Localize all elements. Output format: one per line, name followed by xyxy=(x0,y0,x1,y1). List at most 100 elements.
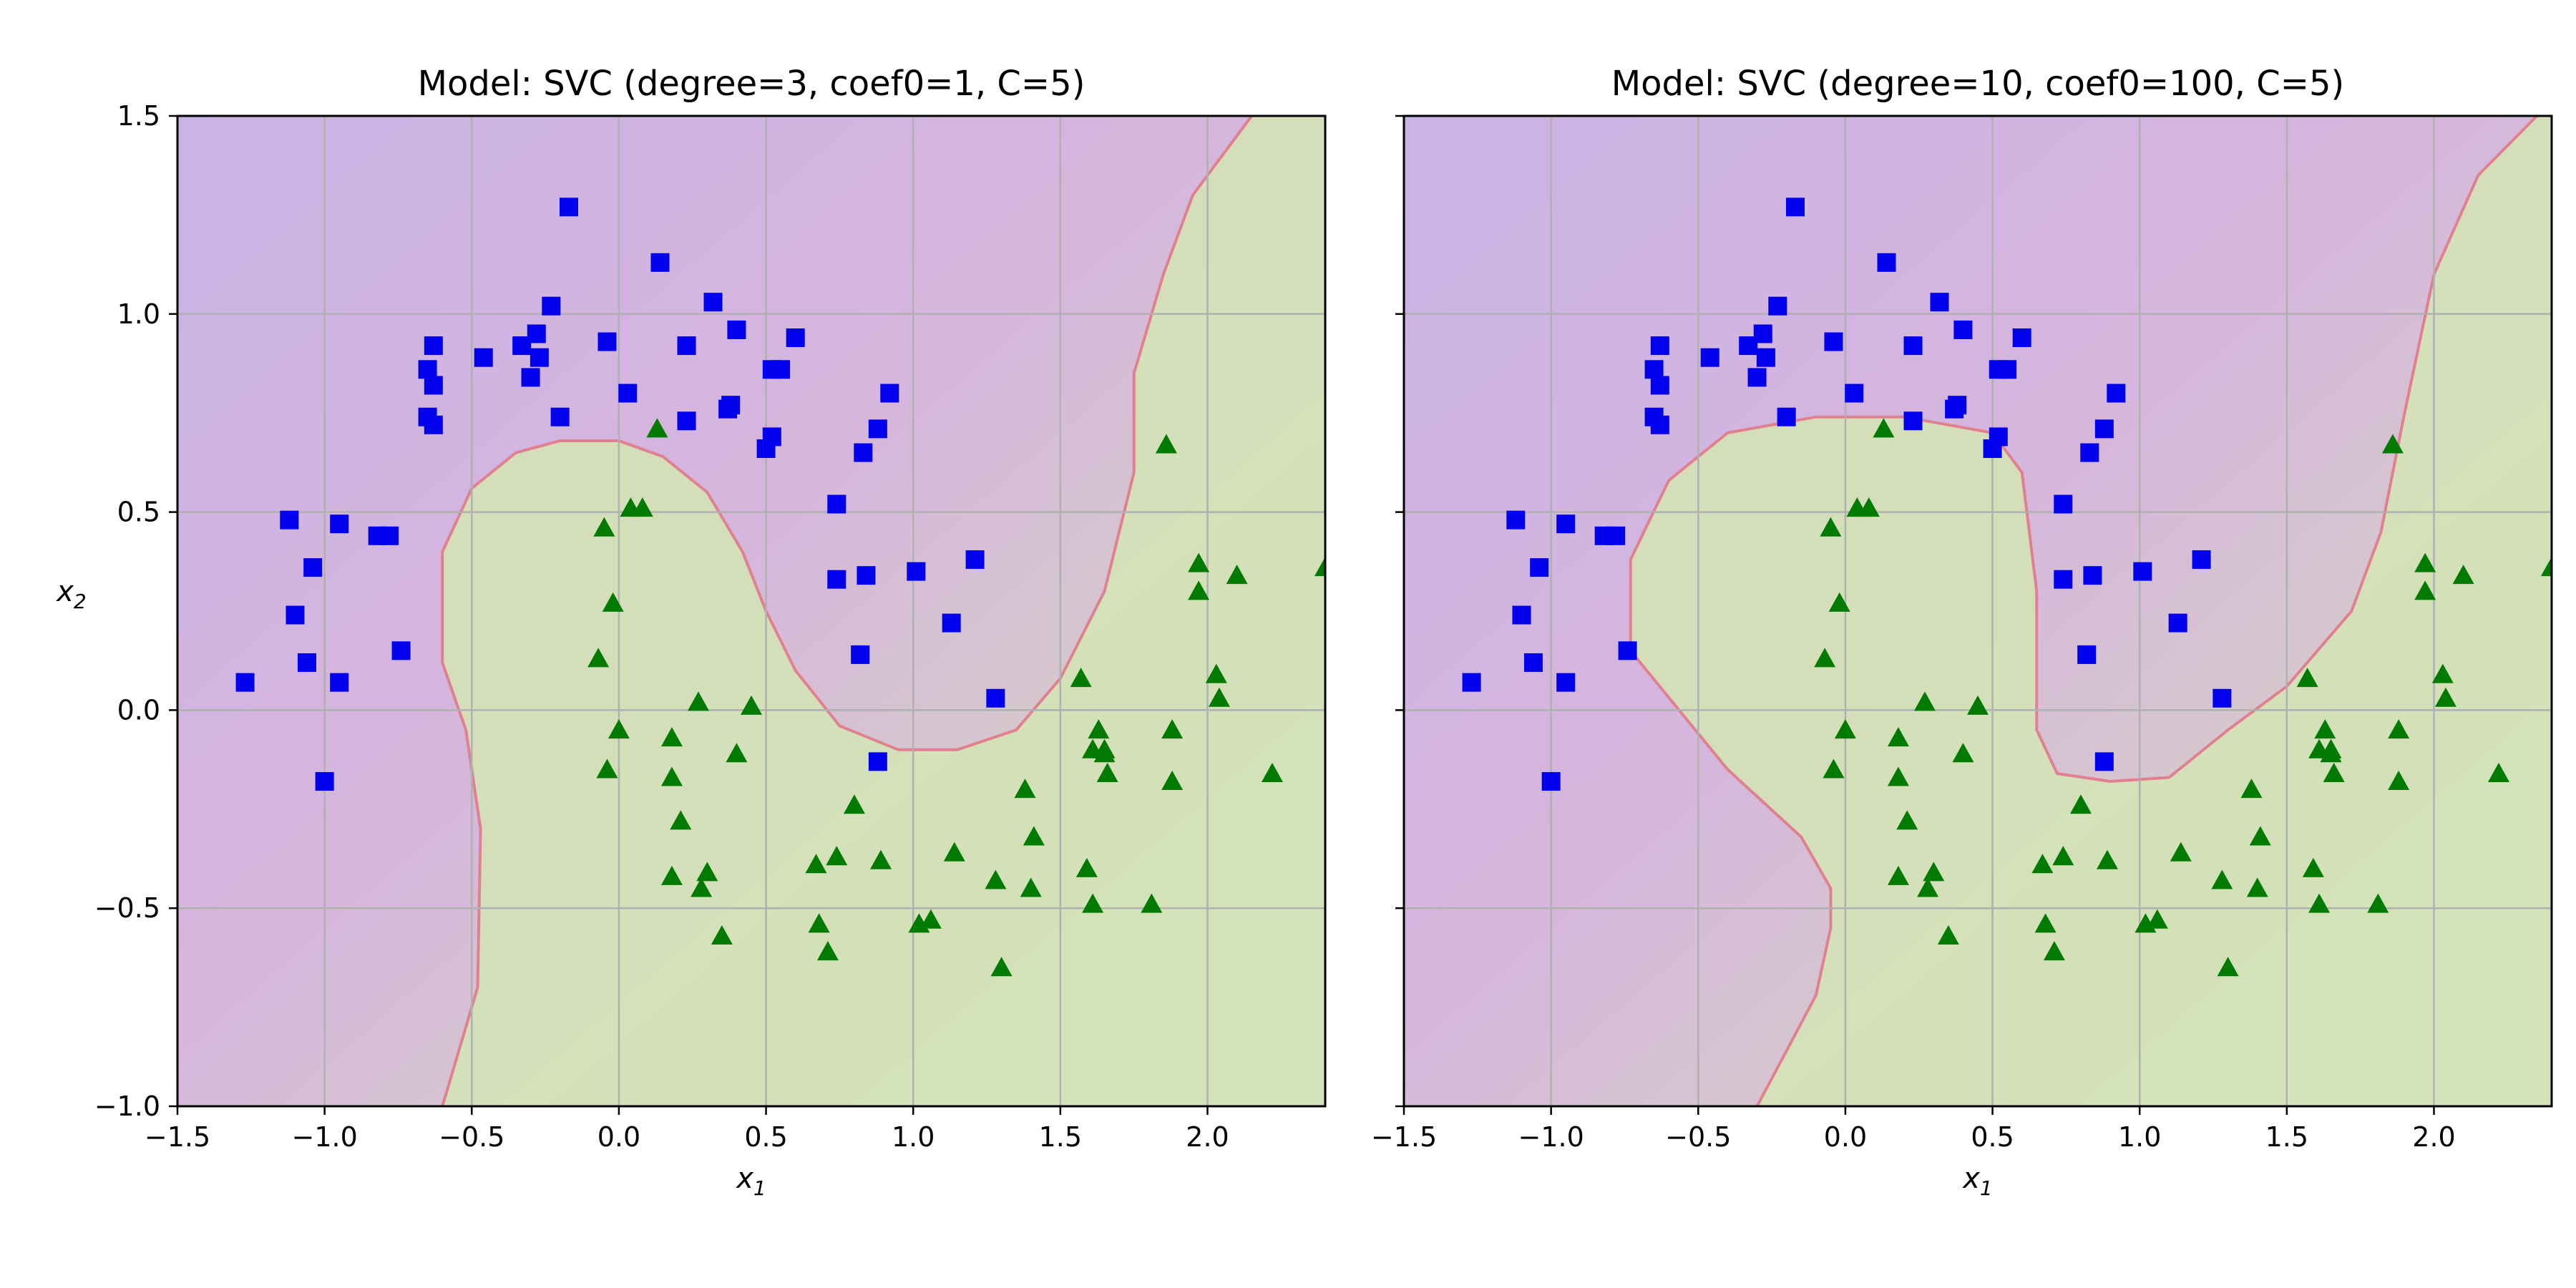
triangle-point xyxy=(816,941,839,961)
triangle-point xyxy=(1823,758,1845,779)
triangle-point xyxy=(1887,865,1909,885)
triangle-point xyxy=(2388,771,2410,791)
square-point xyxy=(965,550,985,570)
triangle-point xyxy=(1967,695,1989,715)
triangle-point xyxy=(1014,779,1036,799)
square-point xyxy=(2107,384,2126,403)
decision-boundary xyxy=(1629,116,2538,1106)
triangle-point xyxy=(2246,877,2268,897)
square-point xyxy=(2054,570,2073,589)
triangle-point xyxy=(919,909,942,929)
square-point xyxy=(618,384,638,403)
square-point xyxy=(854,443,873,462)
square-point xyxy=(827,570,847,589)
triangle-point xyxy=(2434,687,2457,707)
class1-region xyxy=(1630,116,2552,1106)
x-axis: −1.5 −1.0 −0.5 0.0 0.5 1.0 1.5 2.0 xyxy=(1371,1106,2456,1153)
square-point xyxy=(1824,332,1843,351)
square-point xyxy=(677,411,696,431)
square-point xyxy=(2080,443,2099,462)
triangle-point xyxy=(670,810,692,830)
triangle-point xyxy=(1923,862,1945,882)
triangle-point xyxy=(2296,668,2318,688)
square-point xyxy=(1462,673,1481,692)
triangle-point xyxy=(1020,877,1042,897)
x-tick-label: 0.0 xyxy=(597,1121,640,1153)
square-point xyxy=(1650,336,1669,356)
square-point xyxy=(303,558,323,577)
triangle-point xyxy=(1070,668,1092,688)
subplot-right: Model: SVC (degree=10, coef0=100, C=5) −… xyxy=(1371,64,2553,1200)
triangle-point xyxy=(843,794,865,814)
data-points xyxy=(235,197,1325,977)
square-point xyxy=(2094,419,2114,439)
triangle-point xyxy=(2170,841,2192,862)
triangle-point xyxy=(2314,719,2336,739)
triangle-point xyxy=(1141,893,1163,913)
y-tick-label: −0.5 xyxy=(94,892,160,924)
triangle-point xyxy=(608,719,630,739)
triangle-point xyxy=(646,418,668,438)
square-point xyxy=(1556,673,1576,692)
square-point xyxy=(1541,772,1561,791)
square-point xyxy=(1903,336,1923,356)
x-tick-label: 1.0 xyxy=(892,1121,935,1153)
triangle-point xyxy=(2249,826,2271,846)
triangle-point xyxy=(869,849,892,869)
y-axis-label: x2 xyxy=(55,575,87,613)
square-point xyxy=(297,653,316,672)
triangle-point xyxy=(1155,434,1177,454)
triangle-point xyxy=(1913,691,1936,711)
square-point xyxy=(1756,348,1775,367)
square-point xyxy=(1650,376,1669,395)
y-tick-label: 0.0 xyxy=(117,694,160,726)
square-point xyxy=(677,336,696,356)
grid xyxy=(1404,116,2552,1106)
triangle-point xyxy=(2452,565,2474,585)
square-point xyxy=(868,752,887,771)
y-tick-label: 1.5 xyxy=(117,100,160,132)
triangle-point xyxy=(2367,893,2389,913)
square-point xyxy=(2012,328,2031,348)
triangle-point xyxy=(587,648,610,668)
square-point xyxy=(1845,384,1864,403)
triangle-point xyxy=(1226,565,1248,585)
x-tick-label: 0.0 xyxy=(1824,1121,1867,1153)
square-point xyxy=(868,419,887,439)
square-point xyxy=(857,566,876,585)
y-axis xyxy=(1395,114,1404,1108)
square-point xyxy=(2054,494,2073,514)
triangle-point xyxy=(1082,738,1104,758)
square-point xyxy=(418,360,437,379)
triangle-point xyxy=(1873,418,1895,438)
square-point xyxy=(771,360,791,379)
y-tick-label: −1.0 xyxy=(94,1091,160,1122)
square-point xyxy=(530,348,549,367)
square-point xyxy=(1644,360,1664,379)
triangle-point xyxy=(1088,719,1110,739)
triangle-point xyxy=(1937,924,1959,945)
square-point xyxy=(2094,752,2114,771)
triangle-point xyxy=(1917,877,1939,897)
square-point xyxy=(1777,407,1796,426)
square-point xyxy=(1903,411,1923,431)
square-point xyxy=(650,253,670,272)
y-axis: −1.0 −0.5 0.0 0.5 1.0 1.5 xyxy=(94,100,177,1122)
triangle-point xyxy=(2431,663,2454,683)
triangle-point xyxy=(1887,766,1909,786)
triangle-point xyxy=(2320,743,2342,763)
triangle-point xyxy=(2146,909,2168,929)
square-point xyxy=(474,348,493,367)
triangle-point xyxy=(660,865,683,885)
square-point xyxy=(424,415,443,434)
triangle-point xyxy=(687,691,709,711)
square-point xyxy=(1523,653,1543,672)
x-tick-label: 1.0 xyxy=(2118,1121,2161,1153)
square-point xyxy=(727,320,746,339)
plot-frame xyxy=(1402,114,2553,1108)
square-point xyxy=(1998,360,2017,379)
square-point xyxy=(827,494,847,514)
triangle-point xyxy=(2487,762,2509,782)
triangle-point xyxy=(1075,857,1098,877)
square-point xyxy=(1930,293,1949,312)
